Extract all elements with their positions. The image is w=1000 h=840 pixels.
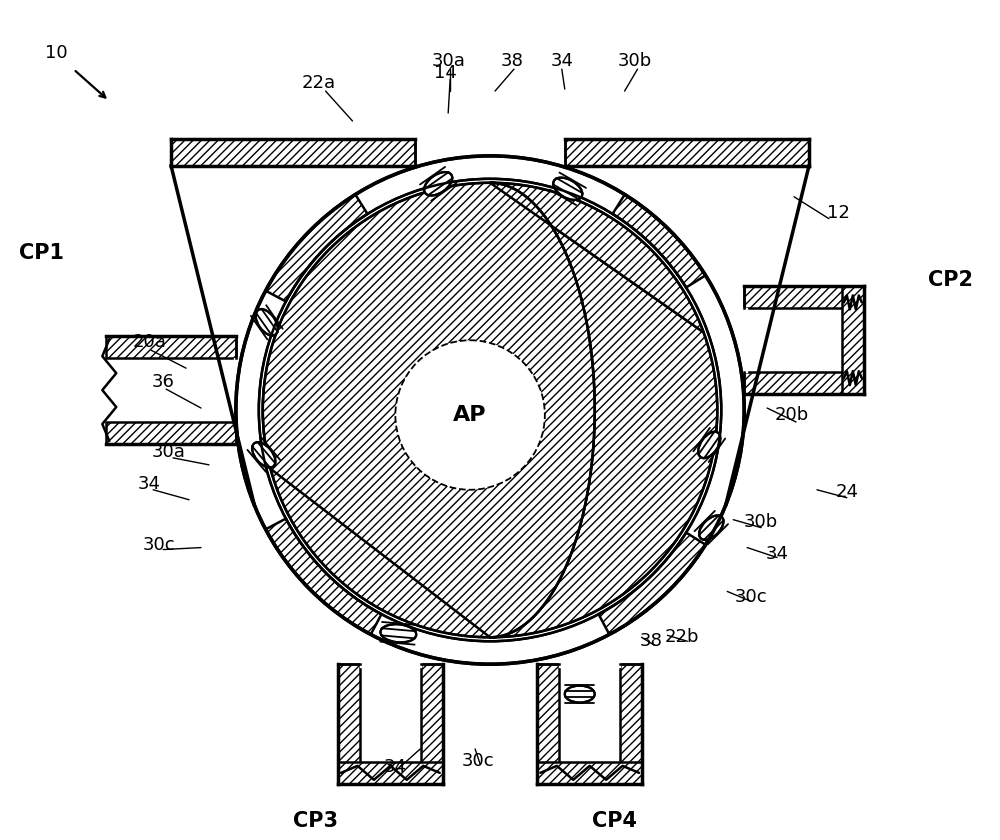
Polygon shape — [264, 183, 704, 638]
Text: 30c: 30c — [462, 752, 494, 770]
Text: CP4: CP4 — [592, 811, 637, 831]
Text: 30c: 30c — [143, 536, 175, 554]
Text: 20a: 20a — [132, 333, 166, 351]
Text: 22a: 22a — [302, 74, 336, 92]
Polygon shape — [744, 372, 864, 394]
Ellipse shape — [380, 624, 416, 643]
Text: 38: 38 — [501, 52, 523, 71]
Text: 14: 14 — [434, 64, 457, 82]
Polygon shape — [744, 286, 864, 308]
Ellipse shape — [565, 685, 595, 702]
Text: 36: 36 — [152, 373, 175, 391]
Circle shape — [395, 340, 545, 490]
Ellipse shape — [424, 172, 452, 196]
Text: 30b: 30b — [617, 52, 652, 71]
Text: 34: 34 — [138, 475, 161, 493]
Polygon shape — [106, 336, 236, 358]
Polygon shape — [599, 533, 706, 634]
Ellipse shape — [553, 177, 582, 200]
Polygon shape — [338, 664, 360, 784]
Polygon shape — [171, 139, 415, 165]
Text: AP: AP — [453, 405, 487, 425]
Polygon shape — [537, 664, 559, 784]
Text: 22b: 22b — [664, 628, 699, 646]
Ellipse shape — [699, 516, 723, 540]
Polygon shape — [421, 664, 443, 784]
Text: 30a: 30a — [431, 52, 465, 71]
Polygon shape — [266, 195, 367, 302]
Polygon shape — [537, 762, 642, 784]
Text: 24: 24 — [835, 483, 858, 501]
Polygon shape — [620, 664, 642, 784]
Polygon shape — [842, 286, 864, 394]
Ellipse shape — [256, 309, 278, 335]
Polygon shape — [106, 422, 236, 444]
Text: CP2: CP2 — [928, 270, 973, 291]
Text: 34: 34 — [384, 758, 407, 776]
Text: 30c: 30c — [735, 588, 767, 606]
Ellipse shape — [252, 442, 275, 468]
Polygon shape — [565, 139, 809, 165]
Polygon shape — [266, 518, 381, 634]
Text: 10: 10 — [45, 45, 68, 62]
Text: 30b: 30b — [744, 512, 778, 531]
Polygon shape — [263, 183, 704, 638]
Polygon shape — [338, 762, 443, 784]
Polygon shape — [613, 195, 706, 287]
Polygon shape — [263, 183, 717, 638]
Ellipse shape — [698, 432, 720, 458]
Text: 30a: 30a — [152, 443, 186, 461]
Text: CP1: CP1 — [19, 243, 64, 263]
Text: 34: 34 — [766, 544, 789, 563]
Text: 20b: 20b — [775, 406, 809, 424]
Text: CP3: CP3 — [293, 811, 338, 831]
Text: 38: 38 — [640, 633, 663, 650]
Text: 12: 12 — [827, 203, 850, 222]
Text: 34: 34 — [550, 52, 573, 71]
